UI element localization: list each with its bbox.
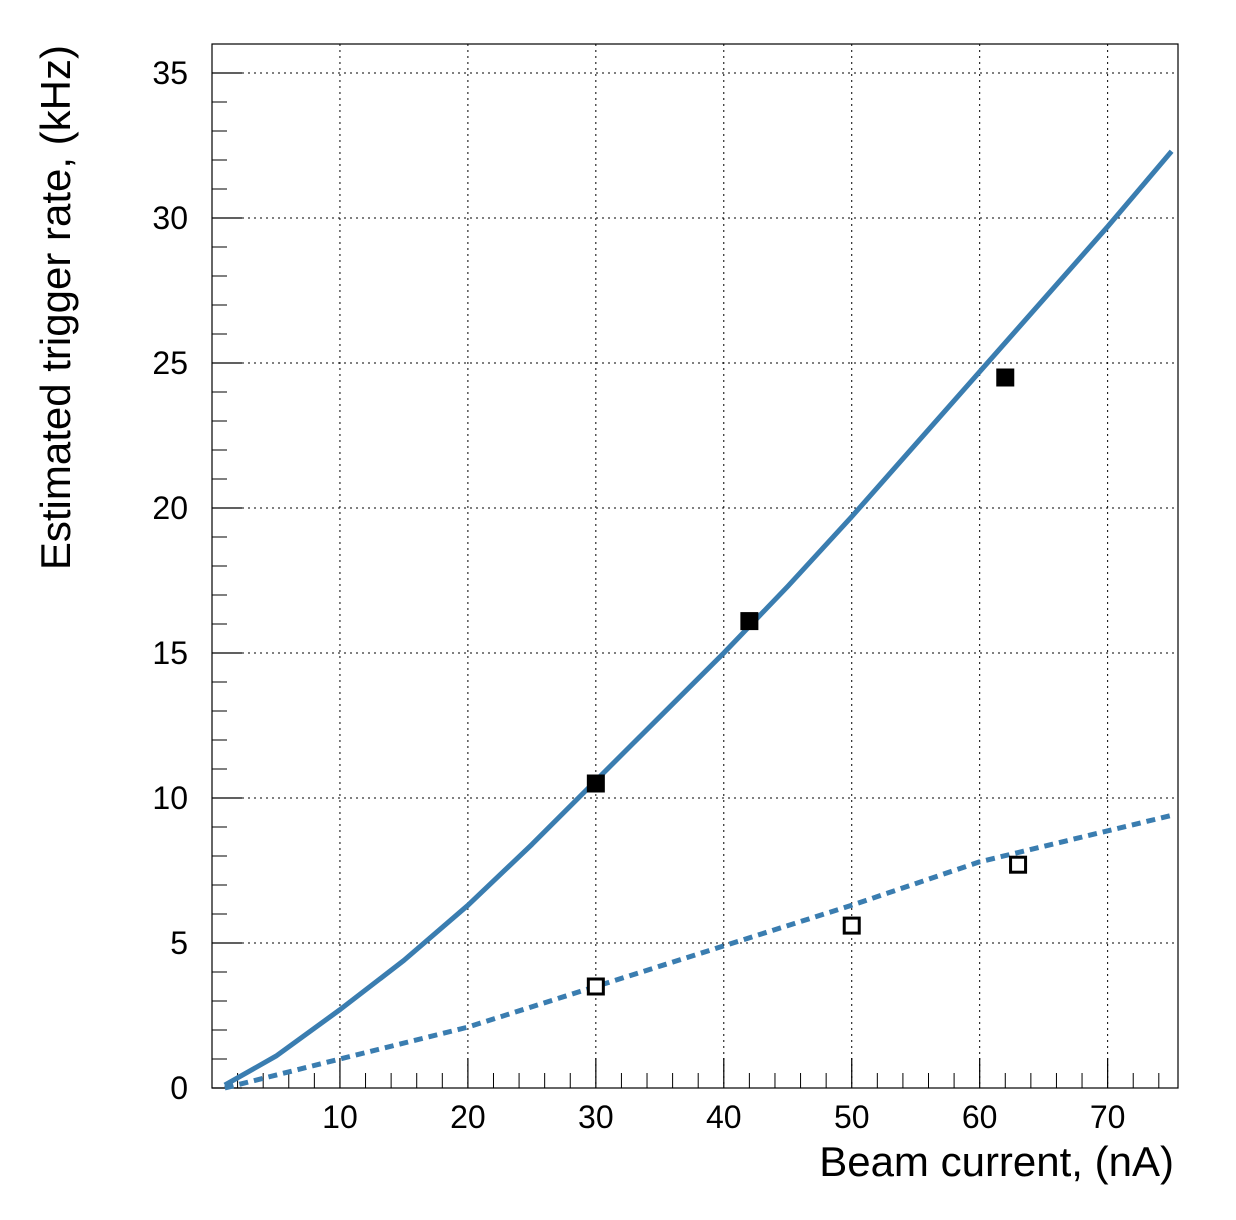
y-axis-title: Estimated trigger rate, (kHz) bbox=[32, 45, 79, 570]
y-tick-label: 15 bbox=[152, 635, 188, 671]
data-point-filled bbox=[586, 774, 605, 793]
x-tick-label: 10 bbox=[322, 1099, 358, 1135]
data-point-open bbox=[1009, 855, 1028, 874]
y-tick-label: 0 bbox=[170, 1070, 188, 1106]
x-tick-label: 40 bbox=[706, 1099, 742, 1135]
data-point-open bbox=[586, 977, 605, 996]
data-point-filled bbox=[996, 368, 1015, 387]
x-tick-label: 60 bbox=[962, 1099, 998, 1135]
x-tick-label: 30 bbox=[578, 1099, 614, 1135]
x-tick-label: 50 bbox=[834, 1099, 870, 1135]
tick-labels: 10 20 30 40 50 60 70 0 5 10 15 20 25 30 35 bbox=[152, 55, 1125, 1135]
y-tick-label: 25 bbox=[152, 345, 188, 381]
y-tick-label: 30 bbox=[152, 200, 188, 236]
fit-curves bbox=[223, 149, 1174, 1091]
grid-lines bbox=[212, 44, 1178, 1088]
data-markers bbox=[586, 368, 1028, 996]
data-point-open bbox=[842, 916, 861, 935]
y-tick-label: 10 bbox=[152, 780, 188, 816]
x-tick-label: 20 bbox=[450, 1099, 486, 1135]
y-tick-label: 20 bbox=[152, 490, 188, 526]
data-point-filled bbox=[740, 612, 759, 631]
fit-curve-dotted bbox=[224, 812, 1173, 1091]
fit-curve-solid bbox=[223, 149, 1174, 1088]
plot-frame bbox=[211, 43, 1179, 1089]
x-tick-label: 70 bbox=[1090, 1099, 1126, 1135]
x-axis-title: Beam current, (nA) bbox=[819, 1138, 1174, 1185]
y-tick-label: 5 bbox=[170, 925, 188, 961]
y-tick-label: 35 bbox=[152, 55, 188, 91]
